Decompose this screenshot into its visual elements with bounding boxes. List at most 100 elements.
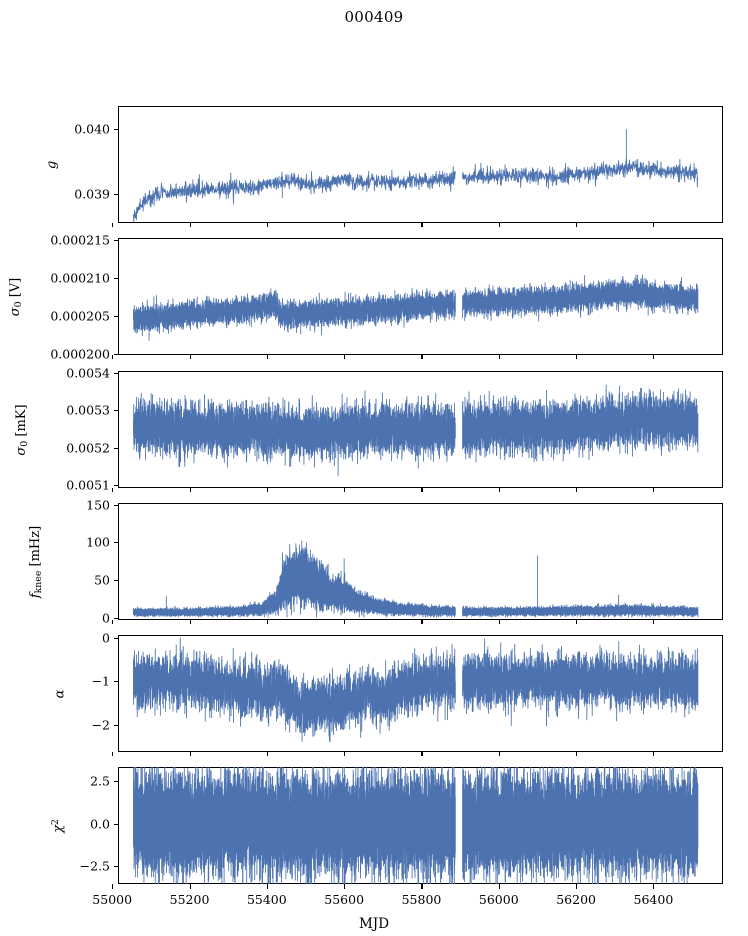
y-tick-label-chi2-2: −2.5 [79,858,110,874]
data-trace-alpha [133,637,699,743]
x-tick-stub-0-5 [498,223,500,227]
y-tick-label-alpha-2: −2 [91,717,110,733]
x-tick-label-5: 56000 [478,892,519,907]
x-tick-stub-0-4 [421,223,423,227]
y-tick-label-sigma0_mK-1: 0.0052 [66,440,110,456]
x-tick-stub-2-7 [653,488,655,492]
y-tick-mark-sigma0_V-3 [114,240,118,242]
y-tick-label-f_knee-2: 100 [86,534,110,550]
x-tick-stub-2-6 [576,488,578,492]
y-tick-label-g-0: 0.039 [74,186,110,202]
x-axis-label: MJD [358,916,390,932]
x-tick-stub-1-4 [421,355,423,359]
x-tick-mark-7 [653,884,655,889]
y-tick-mark-sigma0_mK-1 [114,447,118,449]
x-tick-stub-2-3 [344,488,346,492]
y-tick-label-sigma0_mK-3: 0.0054 [66,365,110,380]
x-tick-stub-4-5 [498,752,500,756]
x-tick-stub-4-3 [344,752,346,756]
x-tick-stub-1-0 [112,355,114,359]
x-tick-stub-2-0 [112,488,114,492]
y-tick-mark-sigma0_mK-0 [114,485,118,487]
x-tick-mark-4 [421,884,423,889]
x-tick-stub-1-3 [344,355,346,359]
y-tick-label-g-1: 0.040 [74,121,110,137]
y-axis-label-alpha: α [52,689,68,698]
x-tick-mark-3 [344,884,346,889]
figure-title: 000409 [344,8,404,26]
y-tick-mark-g-1 [114,128,118,130]
x-tick-stub-3-3 [344,620,346,624]
x-tick-label-3: 55600 [324,892,365,907]
y-tick-mark-g-0 [114,193,118,195]
x-tick-mark-5 [498,884,500,889]
x-tick-stub-0-0 [112,223,114,227]
x-tick-label-2: 55400 [246,892,287,907]
x-tick-stub-0-3 [344,223,346,227]
y-tick-mark-sigma0_mK-2 [114,410,118,412]
x-tick-label-1: 55200 [169,892,210,907]
y-axis-label-g: g [44,160,60,169]
subplot-chi2 [118,767,723,884]
x-tick-stub-2-4 [421,488,423,492]
subplot-sigma0_mK [118,371,723,488]
subplot-f_knee [118,503,723,620]
y-tick-mark-alpha-0 [114,637,118,639]
y-tick-mark-chi2-0 [114,781,118,783]
x-tick-stub-4-7 [653,752,655,756]
data-trace-sigma0_mK [133,384,699,477]
x-tick-stub-1-7 [653,355,655,359]
y-tick-label-sigma0_V-2: 0.000210 [50,270,110,286]
y-tick-mark-chi2-2 [114,866,118,868]
x-tick-mark-1 [189,884,191,889]
y-axis-label-sigma0_V: σ0 [V] [7,277,25,316]
x-tick-stub-3-1 [189,620,191,624]
x-tick-label-7: 56400 [633,892,674,907]
x-tick-label-4: 55800 [401,892,442,907]
y-tick-label-f_knee-3: 150 [86,497,110,512]
data-trace-g [133,128,699,223]
x-tick-stub-4-0 [112,752,114,756]
x-tick-stub-2-5 [498,488,500,492]
y-tick-mark-sigma0_mK-3 [114,372,118,374]
subplot-g [118,106,723,223]
x-tick-stub-1-6 [576,355,578,359]
subplot-alpha [118,635,723,752]
x-tick-stub-0-2 [266,223,268,227]
y-tick-mark-sigma0_V-0 [114,354,118,356]
x-tick-stub-0-7 [653,223,655,227]
data-trace-f_knee [133,540,699,618]
x-tick-stub-1-1 [189,355,191,359]
y-tick-mark-sigma0_V-2 [114,278,118,280]
x-tick-stub-3-4 [421,620,423,624]
y-tick-label-sigma0_mK-0: 0.0051 [66,477,110,493]
y-tick-mark-sigma0_V-1 [114,316,118,318]
y-tick-mark-f_knee-1 [114,579,118,582]
y-tick-label-chi2-1: 0.0 [90,816,110,832]
x-tick-stub-3-5 [498,620,500,624]
y-tick-label-sigma0_V-1: 0.000205 [50,308,110,324]
x-tick-stub-4-6 [576,752,578,756]
y-tick-label-f_knee-0: 0 [102,610,110,626]
axes-frame-f_knee [118,503,723,620]
x-tick-stub-1-2 [266,355,268,359]
x-tick-mark-0 [112,884,114,889]
x-tick-stub-2-2 [266,488,268,492]
x-tick-label-0: 55000 [92,892,133,907]
y-tick-label-sigma0_mK-2: 0.0053 [66,402,110,418]
data-trace-chi2 [133,767,699,884]
y-tick-mark-alpha-2 [114,724,118,726]
y-tick-label-sigma0_V-0: 0.000200 [50,346,110,362]
x-tick-stub-2-1 [189,488,191,492]
y-tick-mark-f_knee-2 [114,542,118,544]
y-axis-label-f_knee: fknee [mHz] [27,525,45,598]
x-tick-stub-4-1 [189,752,191,756]
x-tick-stub-4-2 [266,752,268,756]
x-tick-mark-2 [266,884,268,889]
x-tick-stub-0-1 [189,223,191,227]
y-axis-label-sigma0_mK: σ0 [mK] [13,403,31,456]
x-tick-stub-3-0 [112,620,114,624]
x-tick-stub-3-2 [266,620,268,624]
y-tick-mark-chi2-1 [114,823,118,825]
